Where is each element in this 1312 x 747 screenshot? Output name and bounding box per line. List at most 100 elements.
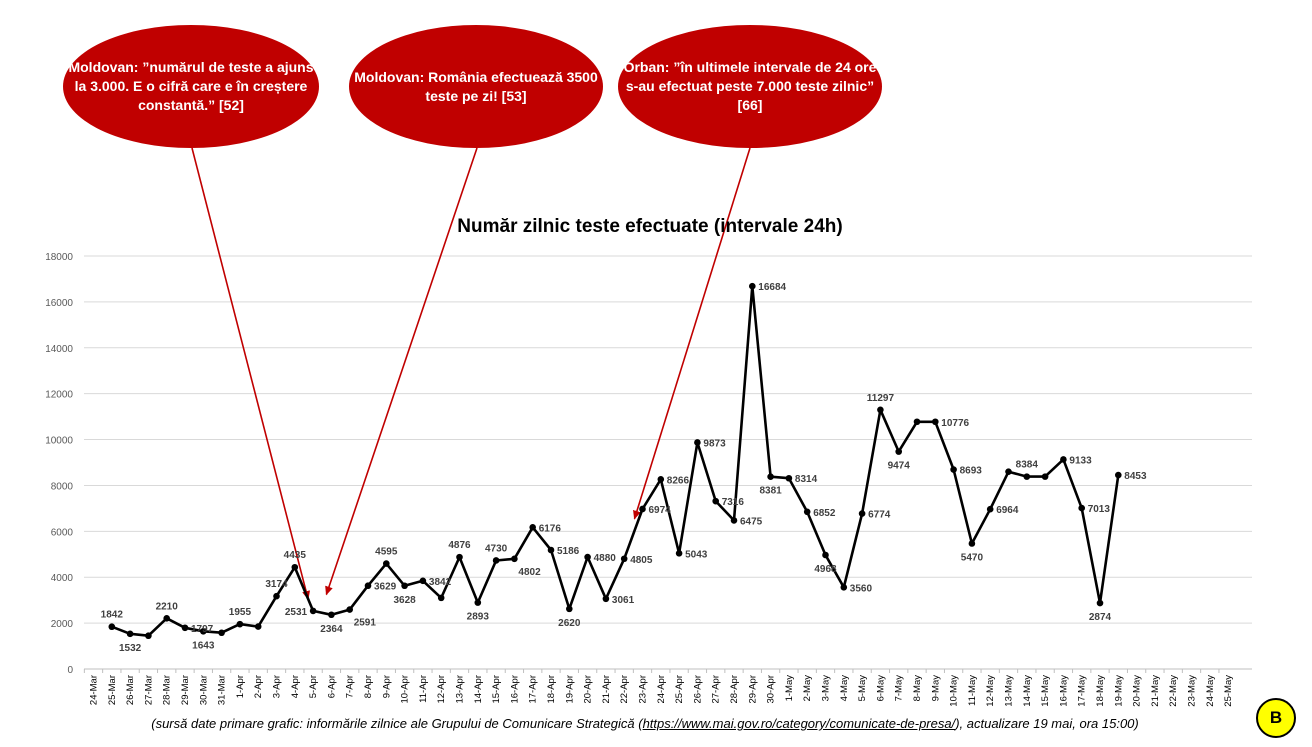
data-label: 2893: [467, 612, 490, 623]
data-point: [181, 624, 189, 632]
x-tick-label: 6-Apr: [326, 675, 337, 698]
data-point: [913, 418, 921, 426]
data-label: 7013: [1088, 504, 1111, 515]
x-tick-label: 3-Apr: [272, 675, 283, 698]
y-tick-label: 4000: [51, 573, 74, 584]
y-tick-label: 18000: [45, 252, 73, 263]
data-label: 1797: [191, 624, 214, 635]
data-point: [968, 540, 976, 547]
x-tick-label: 5-May: [857, 675, 868, 702]
y-tick-label: 14000: [45, 344, 73, 355]
data-point: [456, 553, 463, 561]
data-label: 3174: [265, 579, 288, 590]
data-point: [401, 582, 408, 590]
x-tick-label: 3-May: [821, 675, 832, 702]
x-tick-label: 10-Apr: [400, 675, 411, 704]
data-label: 8314: [795, 474, 818, 485]
x-tick-label: 21-May: [1150, 675, 1161, 707]
x-tick-label: 25-Apr: [674, 675, 685, 704]
x-tick-label: 23-Apr: [638, 675, 649, 704]
data-point: [108, 623, 116, 631]
data-label: 6176: [539, 523, 562, 534]
data-point: [767, 473, 774, 481]
data-label: 8453: [1124, 471, 1147, 482]
x-tick-label: 27-Apr: [711, 675, 722, 704]
data-point: [694, 439, 701, 446]
data-label: 11297: [867, 393, 895, 404]
data-label: 9873: [703, 438, 726, 449]
y-tick-label: 16000: [45, 298, 73, 309]
source-note-prefix: (sursă date primare grafic: informările …: [151, 716, 643, 731]
x-tick-label: 29-Apr: [747, 675, 758, 704]
x-tick-label: 9-Apr: [381, 675, 392, 698]
data-label: 6475: [740, 516, 763, 527]
data-label: 9133: [1069, 455, 1092, 466]
data-point: [383, 560, 390, 567]
y-tick-label: 0: [67, 665, 73, 676]
source-link[interactable]: https://www.mai.gov.ro/category/comunica…: [642, 716, 956, 731]
x-tick-label: 22-Apr: [619, 675, 630, 704]
data-label: 2874: [1089, 612, 1112, 623]
data-label: 5043: [685, 549, 708, 560]
x-tick-label: 19-Apr: [564, 675, 575, 704]
x-tick-label: 25-May: [1223, 675, 1234, 707]
x-tick-label: 9-May: [930, 675, 941, 702]
callout-text: Orban: ”în ultimele intervale de 24 ore …: [623, 59, 877, 113]
data-point: [1041, 473, 1049, 480]
data-point: [749, 282, 756, 290]
x-axis-ticks: 24-Mar 25-Mar 26-Mar 27-Mar 28-Mar 29-Mar 30-M…: [83, 669, 1234, 707]
data-label: 6774: [868, 510, 891, 521]
data-label: 6852: [813, 508, 836, 519]
x-tick-label: 22-May: [1168, 675, 1179, 707]
x-tick-label: 7-May: [894, 675, 905, 702]
data-label: 6974: [649, 505, 672, 516]
data-label: 4730: [485, 543, 508, 554]
data-label: 2591: [354, 618, 377, 629]
data-label: 8384: [1016, 460, 1039, 471]
data-label: 3842: [429, 577, 452, 588]
data-point: [602, 595, 610, 603]
data-point: [309, 607, 317, 615]
data-point: [145, 632, 152, 640]
data-point: [803, 508, 811, 516]
x-tick-label: 1-May: [784, 675, 795, 702]
data-label: 16684: [758, 282, 786, 293]
x-tick-label: 7-Apr: [345, 675, 356, 698]
x-tick-label: 11-May: [967, 675, 978, 706]
data-point: [511, 555, 518, 563]
data-label: 2210: [156, 601, 179, 612]
callout-text: Moldovan: ”numărul de teste a ajuns la 3…: [68, 59, 314, 113]
x-tick-label: 18-Apr: [546, 675, 557, 704]
data-point: [474, 599, 482, 606]
data-label: 5470: [961, 552, 984, 563]
data-point: [895, 448, 902, 455]
data-point: [419, 577, 427, 585]
data-point: [584, 553, 591, 561]
data-label: 1643: [192, 640, 215, 651]
data-point: [950, 466, 957, 473]
series-path: [111, 284, 1120, 638]
x-tick-label: 20-May: [1132, 675, 1143, 707]
data-label: 4880: [594, 553, 617, 564]
x-tick-label: 12-May: [985, 675, 996, 707]
data-label: 2364: [320, 624, 343, 635]
data-label: 1842: [101, 610, 124, 621]
data-point: [291, 563, 299, 571]
x-tick-label: 14-Apr: [473, 675, 484, 704]
x-tick-label: 26-Mar: [125, 675, 136, 705]
data-point: [877, 406, 884, 414]
x-tick-label: 25-Mar: [107, 675, 118, 705]
x-tick-label: 12-Apr: [436, 675, 447, 704]
callout-arrows: [191, 147, 751, 601]
data-point: [126, 630, 134, 638]
data-point: [639, 505, 646, 513]
x-tick-label: 24-May: [1205, 675, 1216, 707]
data-point: [1060, 456, 1067, 463]
x-tick-label: 1-Apr: [235, 675, 246, 698]
data-label: 8693: [960, 466, 983, 477]
x-tick-label: 27-Mar: [143, 675, 154, 705]
data-label: 4802: [518, 567, 541, 578]
data-point: [328, 611, 335, 619]
callout-text: Moldovan: România efectuează 3500 teste …: [354, 68, 598, 104]
